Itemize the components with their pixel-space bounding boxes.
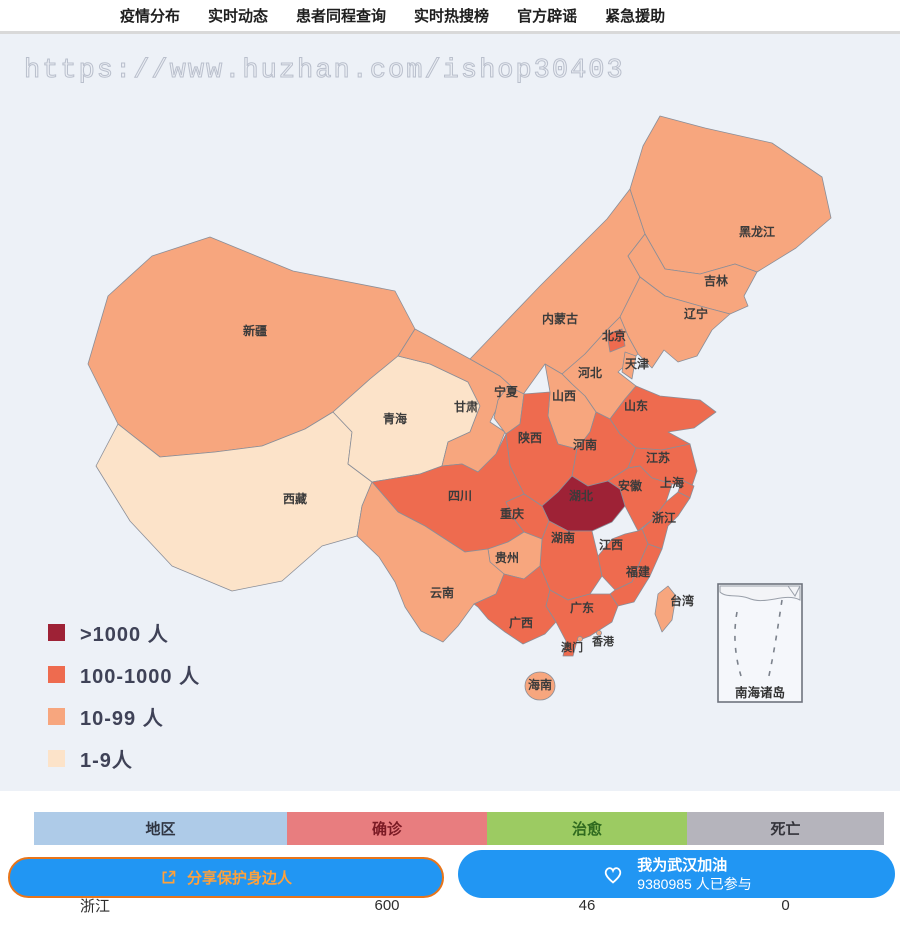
tab-emergency-aid[interactable]: 紧急援助 [605,8,666,25]
province-hainan[interactable]: 海南 [524,671,556,701]
legend-label: 100-1000 人 [80,666,201,688]
svg-text:山西: 山西 [552,388,576,403]
cheer-wuhan-button[interactable]: 我为武汉加油 9380985 人已参与 [458,850,895,898]
tab-rumor-refute[interactable]: 官方辟谣 [517,8,578,25]
province-jiangsu[interactable]: 江苏 [627,443,698,487]
svg-text:北京: 北京 [602,328,626,343]
col-header-confirmed: 确诊 [287,812,487,845]
svg-text:四川: 四川 [448,489,472,503]
svg-text:宁夏: 宁夏 [494,384,519,399]
svg-text:上海: 上海 [660,475,684,490]
svg-text:江西: 江西 [599,537,623,552]
map-panel: https://www.huzhan.com/ishop30403 新疆 西藏 … [0,34,900,791]
legend-swatch-gt1000 [48,624,65,641]
svg-text:西藏: 西藏 [283,491,307,506]
province-hunan[interactable]: 湖南 [539,520,603,601]
legend-swatch-10-99 [48,708,65,725]
svg-text:广东: 广东 [570,600,594,615]
top-nav: 疫情分布 实时动态 患者同程查询 实时热搜榜 官方辟谣 紧急援助 [0,0,900,34]
province-guangxi[interactable]: 广西 [473,565,557,645]
legend-label: >1000 人 [80,624,169,646]
province-xizang[interactable]: 西藏 [95,411,373,592]
legend-swatch-1-9 [48,750,65,767]
province-taiwan[interactable]: 台湾 [654,585,694,633]
col-header-dead: 死亡 [687,812,884,845]
col-header-region: 地区 [34,812,287,845]
watermark-text: https://www.huzhan.com/ishop30403 [24,56,625,87]
svg-text:河南: 河南 [572,437,597,452]
inset-label: 南海诸岛 [735,685,785,700]
svg-text:浙江: 浙江 [652,510,676,525]
svg-text:湖南: 湖南 [551,530,575,545]
svg-text:台湾: 台湾 [670,593,694,608]
cell-dead: 0 [781,896,790,914]
legend-item: 10-99 人 [48,702,200,731]
tab-epidemic-map[interactable]: 疫情分布 [120,8,181,25]
south-sea-inset: 南海诸岛 [717,583,803,703]
province-tianjin[interactable]: 天津 [621,351,649,380]
svg-text:安徽: 安徽 [618,478,643,493]
svg-text:河北: 河北 [577,365,602,380]
heart-icon [605,867,622,884]
svg-text:甘肃: 甘肃 [454,399,478,414]
legend-item: >1000 人 [48,618,200,647]
province-ningxia[interactable]: 宁夏 [493,384,525,435]
svg-text:澳门: 澳门 [561,640,583,654]
svg-text:海南: 海南 [528,677,552,692]
province-guangdong[interactable]: 广东 [545,589,619,657]
svg-text:广西: 广西 [509,615,533,630]
province-shanxi[interactable]: 山西 [544,363,597,450]
share-button-label: 分享保护身边人 [186,870,292,887]
tab-same-trip-query[interactable]: 患者同程查询 [296,8,387,25]
svg-text:青海: 青海 [383,411,407,426]
legend-label: 10-99 人 [80,708,164,730]
svg-text:湖北: 湖北 [569,488,593,503]
legend-swatch-100-1000 [48,666,65,683]
svg-text:辽宁: 辽宁 [684,306,708,321]
province-macau[interactable]: 澳门 [561,636,583,655]
province-hubei[interactable]: 湖北 [541,475,626,532]
cell-cured: 46 [578,896,596,914]
svg-text:山东: 山东 [624,398,648,413]
province-hongkong[interactable]: 香港 [591,630,615,649]
cheer-line1: 我为武汉加油 [637,856,728,874]
province-heilongjiang[interactable]: 黑龙江 [629,115,832,275]
map-legend: >1000 人 100-1000 人 10-99 人 1-9人 [48,605,200,773]
svg-text:内蒙古: 内蒙古 [542,311,578,326]
svg-text:陕西: 陕西 [518,430,542,445]
svg-text:天津: 天津 [625,356,649,371]
cell-confirmed: 600 [374,896,400,914]
legend-item: 1-9人 [48,744,200,773]
province-beijing[interactable]: 北京 [602,328,626,353]
table-header-row: 地区 确诊 治愈 死亡 [34,812,884,845]
china-map: 新疆 西藏 青海 甘肃 内蒙古 黑龙江 吉林 辽宁 [87,115,832,703]
svg-text:云南: 云南 [430,585,454,600]
svg-text:香港: 香港 [591,634,615,648]
legend-item: 100-1000 人 [48,660,200,689]
tab-realtime-news[interactable]: 实时动态 [208,8,269,25]
svg-text:重庆: 重庆 [500,506,524,521]
col-header-cured: 治愈 [487,812,687,845]
cheer-line2: 9380985 人已参与 [637,875,752,892]
svg-text:吉林: 吉林 [704,273,728,288]
svg-text:新疆: 新疆 [243,323,267,338]
province-shandong[interactable]: 山东 [609,385,717,451]
svg-text:贵州: 贵州 [495,550,519,565]
svg-text:江苏: 江苏 [646,450,670,465]
share-protect-button[interactable]: 分享保护身边人 [8,857,444,898]
tab-hot-search[interactable]: 实时热搜榜 [414,8,490,25]
legend-label: 1-9人 [80,750,133,772]
share-icon [162,870,176,884]
svg-text:黑龙江: 黑龙江 [739,224,775,239]
svg-text:福建: 福建 [625,564,651,579]
